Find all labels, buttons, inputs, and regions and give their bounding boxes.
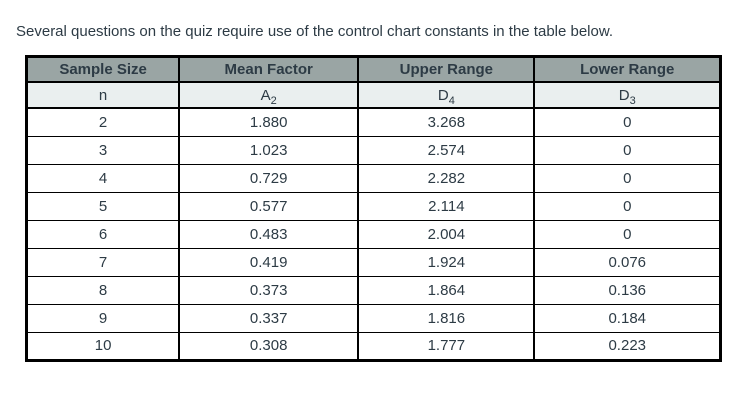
table-cell: 0.577 xyxy=(178,191,359,221)
table-row: 8 0.373 1.864 0.136 xyxy=(26,275,722,305)
header-row: Sample Size Mean Factor Upper Range Lower R… xyxy=(26,55,722,83)
intro-text: Several questions on the quiz require us… xyxy=(16,23,614,40)
table-cell: 2.282 xyxy=(357,163,535,193)
table-cell: 1.880 xyxy=(178,107,359,137)
table-cell: 0.076 xyxy=(533,247,722,277)
table-cell: 0.373 xyxy=(178,275,359,305)
column-header: Mean Factor xyxy=(178,55,359,83)
table-cell: 5 xyxy=(26,191,180,221)
quiz-content-area: Several questions on the quiz require us… xyxy=(16,23,722,362)
table-row: 9 0.337 1.816 0.184 xyxy=(26,303,722,333)
table-row: 2 1.880 3.268 0 xyxy=(26,107,722,137)
column-header: Lower Range xyxy=(533,55,722,83)
constants-table-body: 2 1.880 3.268 0 3 1.023 2.574 0 4 0.729 2.282 0 5 0.5… xyxy=(26,107,722,361)
table-cell: 2.574 xyxy=(357,135,535,165)
table-cell: 0 xyxy=(533,219,722,249)
table-row: 7 0.419 1.924 0.076 xyxy=(26,247,722,277)
column-header: Sample Size xyxy=(26,55,180,83)
table-row: 3 1.023 2.574 0 xyxy=(26,135,722,165)
table-cell: 2 xyxy=(26,107,180,137)
table-cell: 1.777 xyxy=(357,331,535,361)
table-cell: 3.268 xyxy=(357,107,535,137)
table-cell: 0.419 xyxy=(178,247,359,277)
table-cell: 2.114 xyxy=(357,191,535,221)
table-row: 5 0.577 2.114 0 xyxy=(26,191,722,221)
table-cell: 2.004 xyxy=(357,219,535,249)
control-chart-constants-table: Sample Size Mean Factor Upper Range Lower R… xyxy=(25,54,722,362)
table-cell: 10 xyxy=(26,331,180,361)
symbol-header: D4 xyxy=(357,81,535,109)
table-cell: 0 xyxy=(533,191,722,221)
table-cell: 1.023 xyxy=(178,135,359,165)
table-cell: 0 xyxy=(533,107,722,137)
table-cell: 0.337 xyxy=(178,303,359,333)
table-cell: 1.864 xyxy=(357,275,535,305)
column-header: Upper Range xyxy=(357,55,535,83)
table-row: 6 0.483 2.004 0 xyxy=(26,219,722,249)
symbol-row: n A2 D4 D3 xyxy=(26,81,722,109)
table-cell: 7 xyxy=(26,247,180,277)
table-cell: 1.924 xyxy=(357,247,535,277)
table-cell: 6 xyxy=(26,219,180,249)
table-cell: 0 xyxy=(533,163,722,193)
table-cell: 9 xyxy=(26,303,180,333)
table-cell: 0.223 xyxy=(533,331,722,361)
table-cell: 4 xyxy=(26,163,180,193)
table-row: 4 0.729 2.282 0 xyxy=(26,163,722,193)
table-cell: 0.483 xyxy=(178,219,359,249)
table-cell: 3 xyxy=(26,135,180,165)
table-cell: 0.136 xyxy=(533,275,722,305)
table-cell: 0.184 xyxy=(533,303,722,333)
table-cell: 0 xyxy=(533,135,722,165)
table-cell: 0.308 xyxy=(178,331,359,361)
symbol-header: A2 xyxy=(178,81,359,109)
table-cell: 0.729 xyxy=(178,163,359,193)
table-cell: 1.816 xyxy=(357,303,535,333)
table-row: 10 0.308 1.777 0.223 xyxy=(26,331,722,361)
symbol-header: D3 xyxy=(533,81,722,109)
table-cell: 8 xyxy=(26,275,180,305)
symbol-header: n xyxy=(26,81,180,109)
